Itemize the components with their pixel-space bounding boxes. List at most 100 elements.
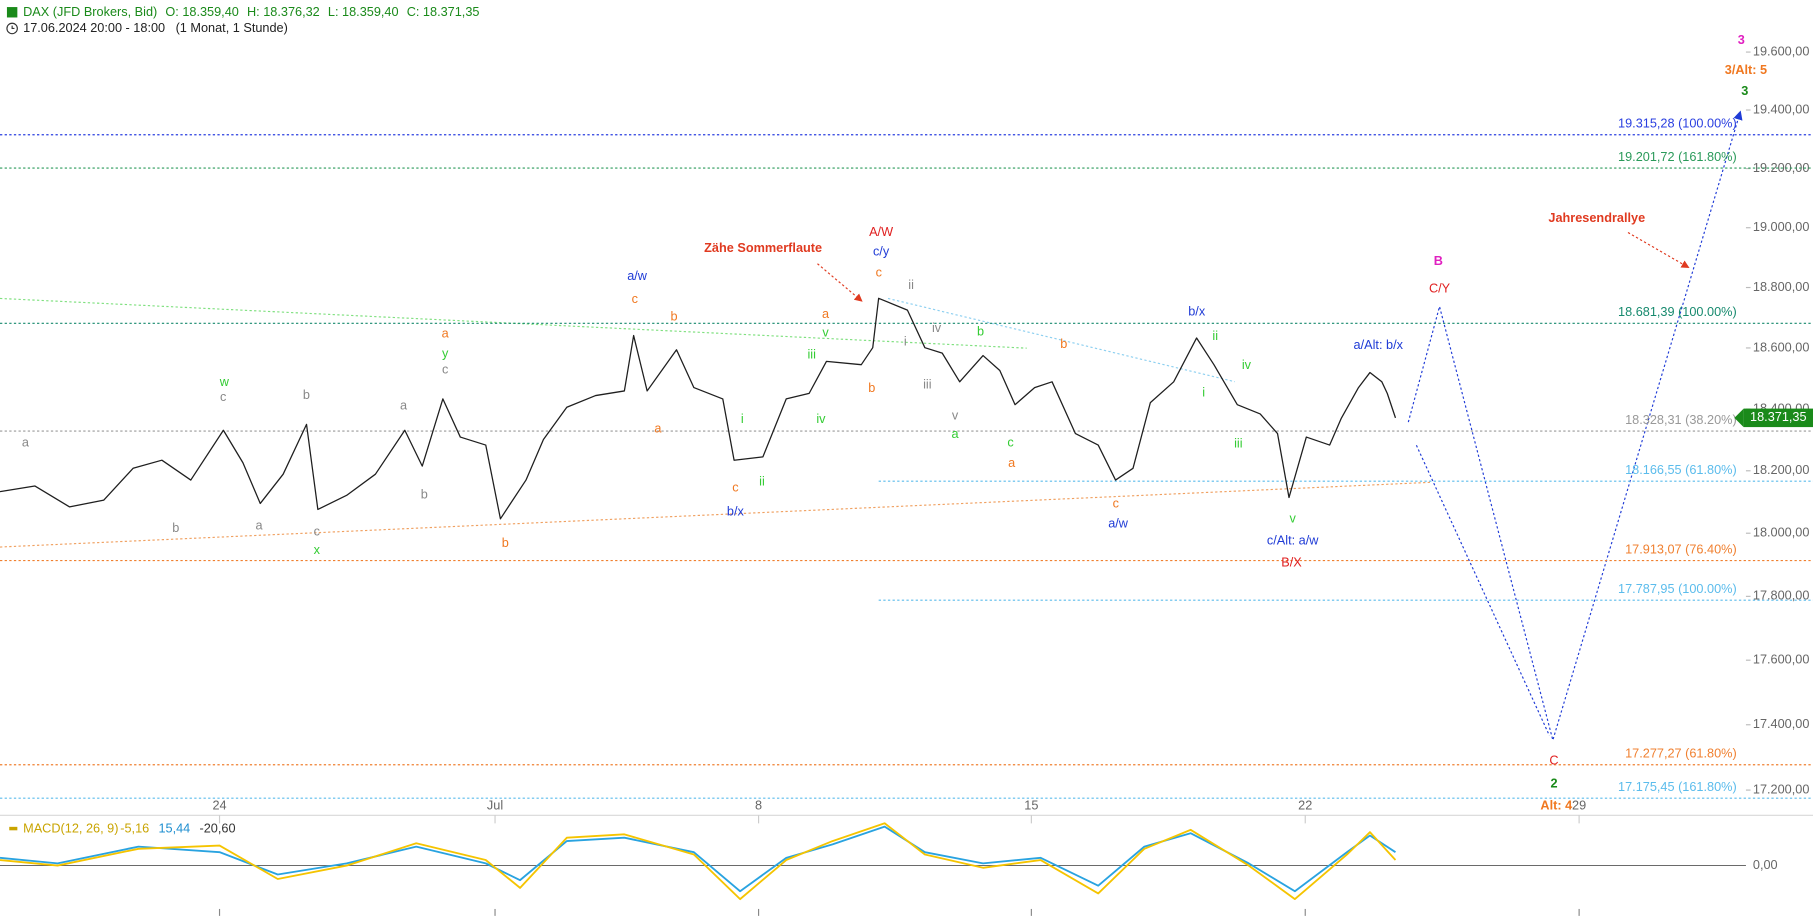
wave-label: a/w	[627, 268, 648, 283]
level-label: 19.315,28 (100.00%)	[1618, 116, 1737, 131]
wave-label: ii	[908, 277, 914, 292]
wave-label: i	[741, 411, 744, 426]
x-tick-label: 29	[1572, 797, 1586, 812]
wave-label: c	[442, 361, 449, 376]
wave-label: a	[952, 426, 960, 441]
wave-label: a/Alt: b/x	[1354, 337, 1404, 352]
level-label: 18.681,39 (100.00%)	[1618, 304, 1737, 319]
trendline	[0, 481, 1432, 548]
wave-label: c	[876, 264, 883, 279]
last-price-box	[1743, 408, 1813, 428]
wave-label: C/Y	[1429, 281, 1451, 296]
high: H: 18.376,32	[247, 4, 320, 19]
wave-label: 2	[1550, 775, 1557, 790]
wave-label: v	[1290, 511, 1297, 526]
instrument-icon	[6, 7, 18, 18]
instrument: DAX (JFD Brokers, Bid)	[23, 4, 157, 19]
wave-label: a	[1008, 455, 1016, 470]
range: (1 Monat, 1 Stunde)	[176, 20, 288, 35]
header-quote: DAX (JFD Brokers, Bid) O: 18.359,40 H: 1…	[23, 4, 479, 19]
price-line	[0, 297, 1397, 520]
period: 17.06.2024 20:00 - 18:00	[23, 20, 165, 35]
y-tick-label: 18.600,00	[1753, 339, 1810, 354]
wave-label: y	[442, 345, 449, 360]
wave-label: b	[421, 486, 428, 501]
trendline	[887, 297, 1236, 383]
wave-label: Jahresendrallye	[1548, 210, 1645, 225]
y-tick-label: 17.200,00	[1753, 781, 1810, 796]
wave-label: b/x	[1188, 304, 1206, 319]
wave-label: c	[632, 291, 639, 306]
wave-label: C	[1549, 752, 1558, 767]
level-label: 17.175,45 (161.80%)	[1618, 779, 1737, 794]
macd-readout: 15,44	[158, 821, 190, 836]
y-tick-label: 17.800,00	[1753, 588, 1810, 603]
wave-label: 3	[1738, 32, 1745, 47]
header-period: 17.06.2024 20:00 - 18:00 (1 Monat, 1 Stu…	[23, 20, 288, 35]
last-price-pointer	[1734, 408, 1744, 428]
wave-label: c/Alt: a/w	[1267, 533, 1319, 548]
y-tick-label: 17.600,00	[1753, 652, 1810, 667]
wave-label: iii	[923, 377, 931, 392]
macd-readout: -5,16	[120, 821, 149, 836]
wave-label: iv	[932, 320, 942, 335]
wave-label: a	[400, 397, 408, 412]
wave-label: iv	[816, 411, 826, 426]
x-tick-label: Jul	[487, 797, 503, 812]
wave-label: c/y	[873, 244, 890, 259]
y-tick-label: 18.800,00	[1753, 279, 1810, 294]
wave-label: a	[255, 518, 263, 533]
level-label: 17.277,27 (61.80%)	[1625, 746, 1737, 761]
wave-label: a	[22, 434, 30, 449]
level-label: 19.201,72 (161.80%)	[1618, 149, 1737, 164]
wave-label: a	[822, 306, 830, 321]
wave-label: c	[220, 389, 227, 404]
macd-icon	[9, 826, 18, 831]
level-label: 18.166,55 (61.80%)	[1625, 462, 1737, 477]
clock-hand	[11, 25, 15, 30]
wave-label: i	[904, 334, 907, 349]
wave-label: 3	[1741, 83, 1748, 98]
wave-label: a	[442, 326, 450, 341]
macd-readout: -20,60	[200, 821, 236, 836]
wave-label: v	[822, 324, 829, 339]
wave-label: c	[1007, 434, 1014, 449]
y-tick-label: 18.200,00	[1753, 462, 1810, 477]
wave-label: a	[654, 420, 662, 435]
wave-label: b	[977, 323, 984, 338]
wave-label: w	[219, 374, 230, 389]
wave-label: iv	[1242, 357, 1252, 372]
level-label: 17.913,07 (76.40%)	[1625, 542, 1737, 557]
wave-label: iii	[1234, 435, 1242, 450]
wave-label: iii	[807, 346, 815, 361]
x-tick-label: 8	[755, 797, 762, 812]
y-tick-label: 19.000,00	[1753, 219, 1810, 234]
wave-label: b	[502, 535, 509, 550]
wave-label: Zähe Sommerflaute	[704, 240, 822, 255]
wave-label: v	[952, 408, 959, 423]
wave-label: b	[671, 308, 678, 323]
last-price-label: 18.371,35	[1750, 409, 1807, 424]
y-tick-label: 19.200,00	[1753, 160, 1810, 175]
clock-icon	[6, 22, 18, 35]
wave-label: ii	[759, 474, 765, 489]
macd-title: MACD(12, 26, 9)	[23, 821, 118, 836]
wave-label: c	[732, 479, 739, 494]
wave-label: b	[868, 380, 875, 395]
y-tick-label: 17.400,00	[1753, 716, 1810, 731]
wave-label: A/W	[869, 224, 893, 239]
y-tick-label: 0,00	[1753, 857, 1778, 872]
level-label: 18.328,31 (38.20%)	[1625, 412, 1737, 427]
wave-label: 3/Alt: 5	[1725, 62, 1767, 77]
x-tick-label: 24	[212, 797, 226, 812]
wave-label: B	[1434, 253, 1443, 268]
wave-label: b/x	[727, 504, 745, 519]
open: O: 18.359,40	[165, 4, 238, 19]
x-tick-label: 15	[1024, 797, 1038, 812]
wave-label: x	[314, 542, 321, 557]
annotation-arrow	[817, 263, 863, 302]
